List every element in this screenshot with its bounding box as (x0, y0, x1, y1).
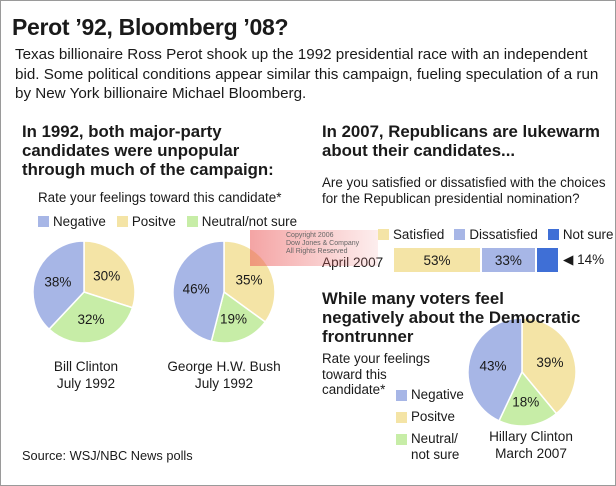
pie1-date: July 1992 (56, 376, 116, 391)
pie1-name: Bill Clinton (53, 359, 119, 374)
pie3-value-label: 18% (512, 394, 539, 409)
pie2-slice-negative (172, 240, 225, 343)
legend2-negative: Negative (411, 387, 464, 402)
source-note: Source: WSJ/NBC News polls (22, 448, 193, 463)
negative-swatch (38, 216, 49, 227)
left-heading: In 1992, both major-party candidates wer… (22, 122, 274, 179)
pie3-slice-negative (467, 317, 523, 422)
pie2-value-label: 46% (183, 281, 210, 296)
pie-hillary-clinton: 39% 18% 43% (467, 317, 577, 427)
pie2-date: July 1992 (194, 376, 254, 391)
right-legend-2: Negative Positve Neutral/ not sure (396, 387, 475, 463)
pie2-value-label: 35% (235, 272, 262, 287)
pie2-value-label: 19% (220, 311, 247, 326)
dissatisfied-swatch (454, 229, 466, 240)
pie2-caption: George H.W. Bush July 1992 (158, 358, 290, 392)
not-sure-value-label: ◀ 14% (563, 252, 605, 267)
pie1-slice-positve (83, 240, 136, 309)
positive-swatch-2 (396, 411, 407, 423)
pie-bill-clinton: 30% 32% 38% (32, 240, 136, 344)
right-heading-2: While many voters feel negatively about … (322, 289, 581, 346)
neutral-swatch (186, 216, 198, 227)
negative-swatch-2 (396, 389, 407, 401)
satisfied-swatch (378, 229, 389, 240)
watermark-line-1: Copyright 2006 (286, 232, 334, 239)
left-legend: Negative Positve Neutral/not sure (38, 214, 297, 229)
legend-satisfied: Satisfied (393, 227, 445, 242)
legend-dissatisfied: Dissatisfied (469, 227, 538, 242)
pie3-caption: Hillary Clinton March 2007 (476, 428, 586, 462)
pie1-value-label: 32% (77, 312, 104, 327)
positive-swatch (116, 216, 128, 227)
page-title: Perot ’92, Bloomberg ’08? (12, 14, 289, 40)
bar-segment-dissatisfied: 33% (481, 248, 535, 272)
pie1-value-label: 30% (93, 269, 120, 284)
pie3-slice-positve (521, 317, 577, 415)
bar-segment-not-sure (536, 248, 558, 272)
pie3-date: March 2007 (495, 446, 567, 461)
legend2-positive: Positve (411, 409, 455, 424)
right-heading: In 2007, Republicans are lukewarm about … (322, 122, 600, 160)
pie1-slice-negative (32, 240, 85, 331)
pie1-value-label: 38% (44, 275, 71, 290)
copyright-watermark: Copyright 2006 Dow Jones & Company All R… (250, 230, 378, 266)
pie3-value-label: 39% (536, 355, 563, 370)
legend2-neutral: Neutral/ not sure (411, 431, 460, 462)
legend-not-sure: Not sure (562, 227, 614, 242)
pie2-slice-neutral-not-sure (210, 290, 267, 344)
intro-text: Texas billionaire Ross Perot shook up th… (15, 46, 599, 102)
pie3-value-label: 43% (479, 359, 506, 374)
pie1-slice-neutral-not-sure (48, 291, 134, 344)
right-question: Are you satisfied or dissatisfied with t… (322, 175, 606, 206)
watermark-line-2: Dow Jones & Company (286, 240, 360, 247)
right-question-2: Rate your feelings toward this candidate… (322, 351, 430, 397)
legend-negative: Negative (53, 214, 106, 229)
pie2-name: George H.W. Bush (167, 359, 281, 374)
not-sure-swatch (547, 229, 559, 240)
pie3-name: Hillary Clinton (489, 429, 573, 444)
right-legend: Satisfied Dissatisfied Not sure (378, 227, 613, 242)
pie1-caption: Bill Clinton July 1992 (28, 358, 144, 392)
bar-segment-satisfied: 53% (394, 248, 480, 272)
neutral-swatch-2 (396, 434, 407, 445)
legend-positive: Positve (131, 214, 176, 229)
watermark-line-3: All Rights Reserved (286, 248, 348, 255)
pie3-slice-neutral-not-sure (498, 370, 558, 427)
legend-neutral: Neutral/not sure (201, 214, 298, 229)
left-question: Rate your feelings toward this candidate… (38, 190, 282, 205)
